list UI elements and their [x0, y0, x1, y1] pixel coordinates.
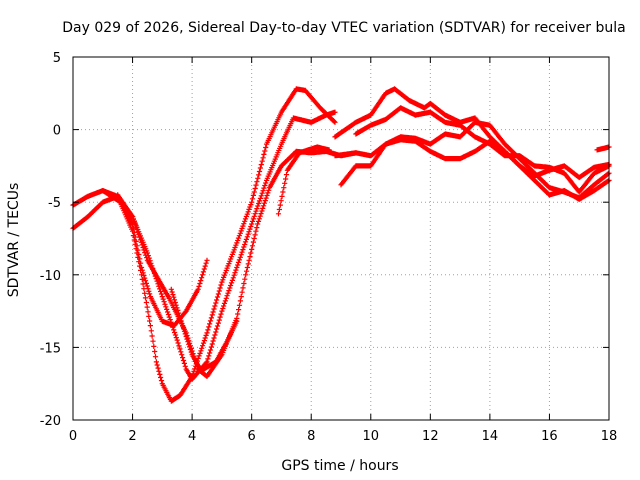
x-tick-label: 0	[69, 429, 77, 444]
y-tick-label: 5	[53, 51, 61, 66]
x-tick-label: 14	[482, 429, 499, 444]
y-tick-label: -10	[40, 269, 61, 284]
plot-frame	[72, 56, 610, 421]
series-trace-9	[338, 137, 612, 202]
x-tick-label: 6	[248, 429, 256, 444]
series-line	[168, 286, 240, 374]
series-trace-10	[353, 105, 612, 195]
y-tick-label: -20	[40, 414, 61, 429]
chart-title: Day 029 of 2026, Sidereal Day-to-day VTE…	[62, 20, 625, 36]
series-trace-6	[275, 144, 332, 217]
y-tick-label: 0	[53, 124, 61, 139]
y-tick-label: -15	[40, 341, 61, 356]
x-tick-label: 4	[188, 429, 196, 444]
x-tick-label: 10	[363, 429, 380, 444]
series-layer	[70, 86, 612, 404]
x-tick-label: 2	[128, 429, 136, 444]
series-line	[338, 137, 612, 202]
x-tick-label: 12	[422, 429, 439, 444]
x-tick-label: 16	[541, 429, 558, 444]
y-tick-label: -5	[48, 196, 61, 211]
series-line	[353, 105, 612, 195]
series-line	[594, 144, 612, 153]
x-tick-label: 8	[307, 429, 315, 444]
grid	[73, 57, 609, 420]
series-line	[275, 144, 332, 217]
ticks: 0 2 4 6 8 10 12 14 16 18 5 0 -5 -10 -15 -20	[40, 51, 618, 444]
series-trace-11	[594, 144, 612, 153]
y-axis-label: SDTVAR / TECUs	[6, 183, 22, 298]
x-tick-label: 18	[601, 429, 618, 444]
x-axis-label: GPS time / hours	[281, 458, 398, 474]
series-trace-5	[168, 286, 240, 374]
